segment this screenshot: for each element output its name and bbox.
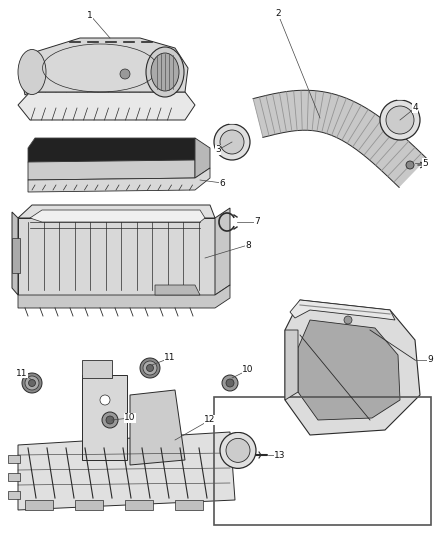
Text: 3: 3 [215, 146, 221, 155]
Circle shape [220, 130, 244, 154]
Text: 13: 13 [274, 450, 286, 459]
Circle shape [222, 375, 238, 391]
Circle shape [120, 69, 130, 79]
Text: 8: 8 [245, 240, 251, 249]
Ellipse shape [18, 50, 46, 94]
Text: 6: 6 [219, 179, 225, 188]
Circle shape [140, 358, 160, 378]
Circle shape [146, 365, 153, 372]
Polygon shape [18, 205, 215, 218]
Bar [82, 375, 127, 460]
Circle shape [100, 395, 110, 405]
Polygon shape [215, 208, 230, 295]
Circle shape [25, 376, 39, 390]
Circle shape [226, 438, 250, 463]
Bar [75, 500, 103, 510]
Text: 5: 5 [422, 158, 428, 167]
Text: 10: 10 [124, 414, 136, 423]
Text: 9: 9 [427, 356, 433, 365]
Circle shape [406, 161, 414, 169]
Polygon shape [28, 168, 210, 192]
Circle shape [239, 449, 251, 461]
Circle shape [143, 361, 157, 375]
Text: 10: 10 [242, 366, 254, 375]
Polygon shape [12, 212, 18, 295]
Circle shape [214, 124, 250, 160]
Polygon shape [285, 300, 420, 435]
Polygon shape [285, 330, 298, 400]
Text: 2: 2 [275, 10, 281, 19]
Polygon shape [18, 218, 215, 295]
Circle shape [344, 316, 352, 324]
Polygon shape [155, 285, 200, 295]
Ellipse shape [151, 53, 179, 91]
Polygon shape [30, 210, 205, 222]
Bar [8, 473, 20, 481]
Bar [82, 360, 112, 378]
Circle shape [28, 379, 35, 386]
Polygon shape [28, 160, 195, 180]
Circle shape [380, 100, 420, 140]
Polygon shape [18, 432, 235, 510]
Circle shape [220, 432, 256, 469]
Bar [214, 397, 431, 525]
Bar [125, 500, 153, 510]
Polygon shape [195, 138, 210, 178]
Bar [175, 500, 203, 510]
Circle shape [386, 106, 414, 134]
Polygon shape [20, 38, 188, 95]
Bar [8, 491, 20, 499]
Text: 7: 7 [254, 217, 260, 227]
Text: 11: 11 [164, 353, 176, 362]
Bar [25, 500, 53, 510]
Text: 1: 1 [87, 11, 93, 20]
Text: 11: 11 [16, 368, 28, 377]
Circle shape [22, 373, 42, 393]
Polygon shape [130, 390, 185, 465]
Bar [12, 238, 20, 273]
Text: 4: 4 [412, 103, 418, 112]
Circle shape [226, 379, 234, 387]
Text: 12: 12 [204, 416, 215, 424]
Polygon shape [18, 92, 195, 120]
Polygon shape [290, 300, 395, 320]
Ellipse shape [146, 47, 184, 97]
Circle shape [102, 412, 118, 428]
Polygon shape [298, 320, 400, 420]
Polygon shape [18, 285, 230, 308]
Polygon shape [28, 138, 195, 162]
Polygon shape [253, 90, 427, 188]
Bar [8, 455, 20, 463]
Circle shape [106, 416, 114, 424]
